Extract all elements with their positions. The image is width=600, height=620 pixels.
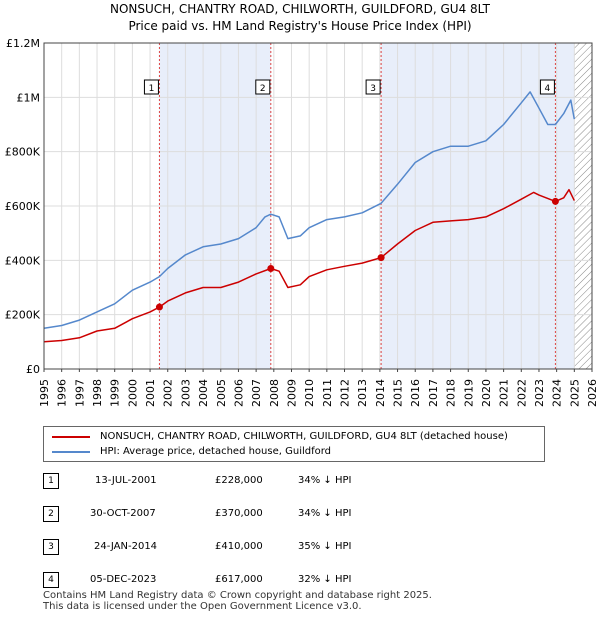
y-tick-label: £800K: [5, 146, 41, 159]
row-price: £410,000: [215, 541, 263, 552]
property-price-line: [43, 188, 575, 343]
x-tick-label: 2022: [515, 379, 528, 407]
x-tick-label: 1997: [73, 379, 86, 407]
x-tick-label: 2016: [409, 379, 422, 407]
row-date: 24-JAN-2014: [94, 541, 158, 552]
legend: NONSUCH, CHANTRY ROAD, CHILWORTH, GUILDF…: [43, 426, 545, 462]
row-price: £370,000: [215, 508, 263, 519]
marker-label: 1: [149, 84, 155, 94]
x-tick-label: 2009: [285, 379, 298, 407]
x-tick-label: 2003: [179, 379, 192, 407]
plot-frame: [43, 42, 593, 370]
row-hpi: 35% ↓ HPI: [298, 541, 352, 552]
legend-item-property: NONSUCH, CHANTRY ROAD, CHILWORTH, GUILDF…: [52, 429, 508, 444]
x-tick-label: 2010: [303, 379, 316, 407]
y-tick-label: £200K: [5, 309, 41, 322]
x-tick-label: 2002: [162, 379, 175, 407]
sale-point: [377, 254, 385, 262]
row-number-badge: 3: [43, 539, 59, 555]
marker-label: 2: [260, 84, 266, 94]
marker-label: 3: [370, 84, 376, 94]
sale-point: [155, 303, 163, 311]
footer-copyright: Contains HM Land Registry data © Crown c…: [43, 590, 432, 601]
x-tick-label: 2011: [321, 379, 334, 407]
legend-swatch-property: [52, 435, 90, 438]
row-date: 13-JUL-2001: [95, 475, 157, 486]
x-tick-label: 2018: [445, 379, 458, 407]
row-date: 05-DEC-2023: [90, 574, 157, 585]
chart-title-line1: NONSUCH, CHANTRY ROAD, CHILWORTH, GUILDF…: [109, 2, 491, 16]
sale-point: [551, 197, 559, 205]
row-price: £617,000: [215, 574, 263, 585]
y-tick-label: £1M: [17, 91, 41, 104]
x-tick-label: 1998: [91, 379, 104, 407]
row-hpi: 34% ↓ HPI: [298, 475, 352, 486]
row-number-badge: 4: [43, 572, 59, 588]
table-row: 3 24-JAN-2014 £410,000 35% ↓ HPI: [43, 538, 443, 556]
x-tick-label: 2021: [498, 379, 511, 407]
x-tick-label: 2024: [551, 379, 564, 407]
table-row: 2 30-OCT-2007 £370,000 34% ↓ HPI: [43, 505, 443, 523]
marker-label-box: [255, 79, 271, 95]
x-tick-label: 1995: [38, 379, 51, 407]
x-tick-label: 2023: [533, 379, 546, 407]
row-price: £228,000: [215, 475, 263, 486]
x-tick-label: 2014: [374, 379, 387, 407]
marker-label: 4: [545, 84, 551, 94]
row-hpi: 34% ↓ HPI: [298, 508, 352, 519]
x-tick-label: 2006: [232, 379, 245, 407]
x-tick-label: 2020: [480, 379, 493, 407]
y-tick-label: £600K: [5, 200, 41, 213]
row-hpi: 32% ↓ HPI: [298, 574, 352, 585]
x-tick-label: 2008: [268, 379, 281, 407]
legend-label-property: NONSUCH, CHANTRY ROAD, CHILWORTH, GUILDF…: [100, 431, 508, 442]
legend-swatch-hpi: [52, 450, 90, 453]
x-tick-label: 2004: [197, 379, 210, 407]
row-number-badge: 2: [43, 506, 59, 522]
footer-licence: This data is licensed under the Open Gov…: [43, 601, 362, 612]
marker-label-box: [365, 79, 381, 95]
x-tick-label: 2005: [215, 379, 228, 407]
x-tick-label: 2000: [126, 379, 139, 407]
marker-label-box: [143, 79, 159, 95]
x-tick-label: 2012: [339, 379, 352, 407]
chart-title-line2: Price paid vs. HM Land Registry's House …: [128, 19, 472, 33]
legend-label-hpi: HPI: Average price, detached house, Guil…: [100, 446, 332, 457]
table-row: 1 13-JUL-2001 £228,000 34% ↓ HPI: [43, 472, 443, 490]
x-tick-label: 2019: [462, 379, 475, 407]
x-tick-label: 2017: [427, 379, 440, 407]
footer: Contains HM Land Registry data © Crown c…: [43, 590, 432, 612]
x-tick-label: 1999: [109, 379, 122, 407]
sale-point: [267, 264, 275, 272]
x-tick-label: 1996: [56, 379, 69, 407]
y-tick-label: £1.2M: [6, 37, 40, 50]
x-tick-label: 2007: [250, 379, 263, 407]
x-tick-label: 2015: [392, 379, 405, 407]
chart: 1 2 3 4 £0 £200K £400K £600K £800K £1M £1.2M 1995 1…: [5, 37, 599, 407]
y-tick-label: £400K: [5, 254, 41, 267]
x-tick-label: 2025: [568, 379, 581, 407]
hpi-line: [43, 91, 576, 330]
table-row: 4 05-DEC-2023 £617,000 32% ↓ HPI: [43, 571, 443, 589]
row-date: 30-OCT-2007: [90, 508, 156, 519]
x-tick-label: 2013: [356, 379, 369, 407]
legend-item-hpi: HPI: Average price, detached house, Guil…: [52, 444, 331, 459]
x-tick-label: 2026: [586, 379, 599, 407]
row-number-badge: 1: [43, 473, 59, 489]
y-tick-label: £0: [26, 363, 40, 376]
marker-label-box: [539, 79, 555, 95]
x-tick-label: 2001: [144, 379, 157, 407]
